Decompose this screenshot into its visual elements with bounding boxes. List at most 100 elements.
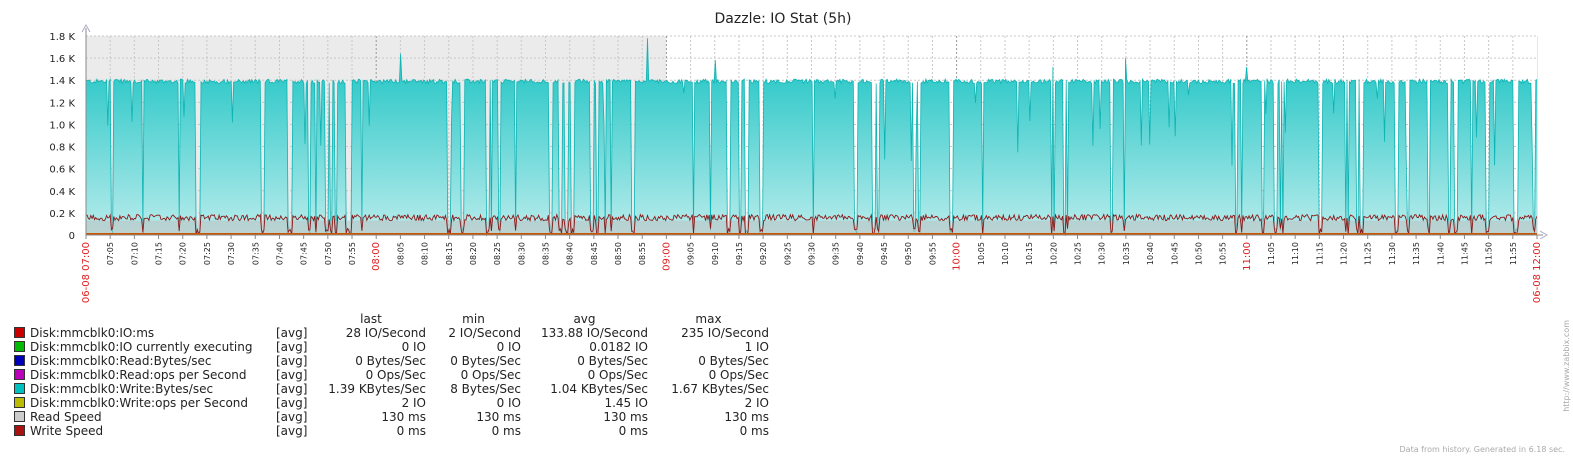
legend-item-fn-text: [avg] <box>276 410 308 424</box>
legend-item-fn: [avg] <box>276 396 316 410</box>
legend-item-name: Disk:mmcblk0:Read:Bytes/sec <box>14 354 276 368</box>
x-tick-label: 08:15 <box>445 242 454 265</box>
legend-item-last-text: 2 IO <box>401 396 426 410</box>
series-area-write-bytes <box>86 38 1537 236</box>
x-tick-label: 10:55 <box>1219 242 1228 265</box>
x-axis: 06-08 07:00 07:05 07:10 07:15 07:20 07:25 07:3… <box>81 235 1543 303</box>
legend-swatch <box>14 411 25 422</box>
y-tick-label: 1.4 K <box>49 76 75 87</box>
legend-header-row: last min avg max <box>14 312 769 326</box>
footer-note: Data from history. Generated in 6.18 sec… <box>1399 445 1565 454</box>
x-tick-label: 10:40 <box>1146 242 1155 265</box>
legend-row: Disk:mmcblk0:IO currently executing [avg]… <box>14 340 769 354</box>
legend-item-max: 2 IO <box>648 396 769 410</box>
legend-item-name: Disk:mmcblk0:Write:Bytes/sec <box>14 382 276 396</box>
x-tick-label: 11:00 <box>1242 242 1253 271</box>
legend-header-min: min <box>462 312 485 326</box>
legend-row: Disk:mmcblk0:Write:Bytes/sec [avg] 1.39 KB… <box>14 382 769 396</box>
legend-table: last min avg max Disk:mmcblk0:IO:ms [avg]… <box>14 312 769 438</box>
x-tick-label: 09:25 <box>783 242 792 265</box>
legend-item-fn-text: [avg] <box>276 424 308 438</box>
legend-item-max-text: 0 ms <box>739 424 769 438</box>
legend-item-last-text: 1.39 KBytes/Sec <box>328 382 426 396</box>
legend-item-last-text: 0 Bytes/Sec <box>355 354 426 368</box>
x-tick-label: 10:15 <box>1025 242 1034 265</box>
x-tick-label: 09:35 <box>832 242 841 265</box>
x-tick-label: 11:20 <box>1340 242 1349 265</box>
legend-item-fn-text: [avg] <box>276 326 308 340</box>
legend-body: Disk:mmcblk0:IO:ms [avg] 28 IO/Second 2 IO/… <box>14 326 769 438</box>
legend-item-fn-text: [avg] <box>276 340 308 354</box>
x-tick-label: 07:20 <box>179 242 188 265</box>
legend-item-name-text: Disk:mmcblk0:Read:Bytes/sec <box>30 354 212 368</box>
legend-item-avg-text: 130 ms <box>603 410 648 424</box>
legend-swatch <box>14 369 25 380</box>
x-tick-label: 09:10 <box>711 242 720 265</box>
legend-item-max: 0 Bytes/Sec <box>648 354 769 368</box>
legend-item-last: 28 IO/Second <box>316 326 426 340</box>
legend-row: Disk:mmcblk0:Write:ops per Second [avg] 2 … <box>14 396 769 410</box>
legend-item-avg-text: 0 Ops/Sec <box>587 368 648 382</box>
legend-swatch <box>14 341 25 352</box>
legend-header-last: last <box>360 312 382 326</box>
legend-item-min-text: 8 Bytes/Sec <box>450 382 521 396</box>
y-tick-label: 0.6 K <box>49 165 75 176</box>
legend-item-avg-text: 0 ms <box>618 424 648 438</box>
x-tick-label: 08:35 <box>541 242 550 265</box>
legend-item-max-text: 130 ms <box>724 410 769 424</box>
x-tick-label: 08:20 <box>469 242 478 265</box>
legend-item-last: 0 Bytes/Sec <box>316 354 426 368</box>
x-tick-label: 11:30 <box>1388 242 1397 265</box>
legend-item-max-text: 0 Ops/Sec <box>708 368 769 382</box>
x-tick-label: 10:10 <box>1001 242 1010 265</box>
legend-item-fn: [avg] <box>276 410 316 424</box>
x-tick-label: 09:40 <box>856 242 865 265</box>
legend-item-min-text: 0 Bytes/Sec <box>450 354 521 368</box>
legend-item-last: 130 ms <box>316 410 426 424</box>
legend-item-avg: 1.04 KBytes/Sec <box>521 382 648 396</box>
legend-item-min: 0 Bytes/Sec <box>426 354 521 368</box>
legend-item-avg-text: 0 Bytes/Sec <box>577 354 648 368</box>
legend-item-fn-text: [avg] <box>276 354 308 368</box>
y-axis-arrow <box>81 23 91 33</box>
x-tick-label: 07:10 <box>130 242 139 265</box>
right-border <box>1537 36 1538 235</box>
x-tick-label: 08:55 <box>638 242 647 265</box>
x-tick-label: 11:10 <box>1291 242 1300 265</box>
legend-item-last: 0 Ops/Sec <box>316 368 426 382</box>
x-tick-label: 07:35 <box>251 242 260 265</box>
x-tick-label: 10:50 <box>1194 242 1203 265</box>
legend-item-min-text: 2 IO/Second <box>448 326 521 340</box>
x-tick-label: 06-08 12:00 <box>1532 242 1543 303</box>
legend-swatch <box>14 397 25 408</box>
x-tick-label: 11:15 <box>1315 242 1324 265</box>
x-tick-label: 11:40 <box>1436 242 1445 265</box>
legend-item-min: 0 IO <box>426 340 521 354</box>
x-tick-label: 09:20 <box>759 242 768 265</box>
x-tick-label: 07:55 <box>348 242 357 265</box>
legend-item-min-text: 0 ms <box>491 424 521 438</box>
legend-item-last-text: 130 ms <box>381 410 426 424</box>
x-tick-label: 09:00 <box>661 242 672 271</box>
x-axis-arrow <box>1539 230 1549 240</box>
legend-item-name-text: Disk:mmcblk0:IO currently executing <box>30 340 253 354</box>
x-tick-label: 07:50 <box>324 242 333 265</box>
x-tick-label: 07:15 <box>155 242 164 265</box>
x-tick-label: 08:05 <box>396 242 405 265</box>
legend-item-fn-text: [avg] <box>276 368 308 382</box>
x-tick-label: 08:30 <box>517 242 526 265</box>
legend-swatch <box>14 355 25 366</box>
legend-item-max-text: 1 IO <box>744 340 769 354</box>
legend-item-name-text: Disk:mmcblk0:Write:Bytes/sec <box>30 382 214 396</box>
legend-row: Disk:mmcblk0:Read:ops per Second [avg] 0 O… <box>14 368 769 382</box>
legend-item-name: Read Speed <box>14 410 276 424</box>
legend-item-fn: [avg] <box>276 382 316 396</box>
x-tick-label: 10:00 <box>952 242 963 271</box>
legend-item-name-text: Write Speed <box>30 424 104 438</box>
legend-item-avg: 0 Ops/Sec <box>521 368 648 382</box>
y-tick-label: 0 <box>69 231 75 242</box>
legend-header-avg: avg <box>573 312 596 326</box>
legend-item-min: 2 IO/Second <box>426 326 521 340</box>
series-line-io-ms <box>85 213 1538 237</box>
series-layer <box>85 38 1538 237</box>
